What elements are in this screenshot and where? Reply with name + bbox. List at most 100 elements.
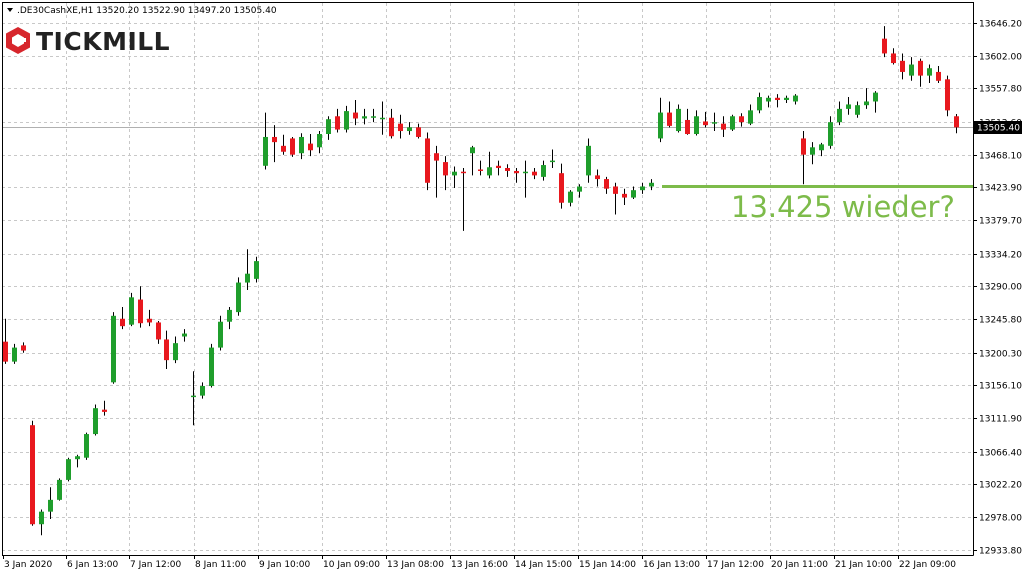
candle bbox=[505, 164, 510, 177]
candle-body-bearish bbox=[595, 175, 600, 180]
candle-body-bearish bbox=[335, 116, 340, 130]
candle-body-bullish bbox=[317, 134, 322, 148]
y-tick-label: 13022.20 bbox=[979, 481, 1022, 491]
candle-body-bullish bbox=[757, 97, 762, 111]
candle-body-bearish bbox=[281, 145, 286, 152]
candle-body-bullish bbox=[299, 136, 304, 154]
candle bbox=[577, 184, 582, 198]
candle-body-bullish bbox=[631, 190, 636, 198]
x-tick-label: 21 Jan 10:00 bbox=[835, 560, 892, 570]
candle-body-bullish bbox=[93, 408, 98, 435]
candle bbox=[487, 151, 492, 179]
candle-body-bullish bbox=[837, 108, 842, 123]
candle-body-bearish bbox=[604, 179, 609, 189]
candle bbox=[918, 58, 923, 87]
candle-body-bearish bbox=[156, 322, 161, 340]
y-tick-label: 13290.00 bbox=[979, 283, 1022, 293]
candle bbox=[730, 114, 735, 132]
candle-body-bearish bbox=[801, 138, 806, 155]
candle-body-bearish bbox=[3, 341, 8, 362]
candle bbox=[299, 133, 304, 160]
candle bbox=[182, 329, 187, 342]
x-tick-label: 6 Jan 13:00 bbox=[67, 560, 119, 570]
candle bbox=[434, 145, 439, 198]
candle-body-bullish bbox=[864, 101, 869, 106]
candle bbox=[676, 104, 681, 133]
tickmill-logo-icon bbox=[6, 27, 30, 54]
candle bbox=[532, 168, 537, 180]
chart-header: .DE30CashXE,H1 13520.20 13522.90 13497.2… bbox=[7, 6, 277, 16]
y-tick-label: 12933.80 bbox=[979, 547, 1022, 557]
candle bbox=[416, 123, 421, 139]
candle bbox=[927, 64, 932, 84]
candle bbox=[236, 277, 241, 316]
y-tick-label: 13200.30 bbox=[979, 350, 1022, 360]
candle bbox=[568, 190, 573, 207]
candle bbox=[622, 188, 627, 205]
candle bbox=[819, 142, 824, 157]
candle-body-bullish bbox=[586, 145, 591, 176]
candle bbox=[855, 101, 860, 118]
candle-body-bullish bbox=[75, 456, 80, 460]
y-tick-label: 13066.40 bbox=[979, 449, 1022, 459]
candle-body-bullish bbox=[129, 297, 134, 325]
candle-body-bullish bbox=[371, 116, 376, 118]
current-price-tag: 13505.40 bbox=[974, 121, 1022, 134]
candle-body-bearish bbox=[559, 173, 564, 203]
candle bbox=[147, 309, 152, 327]
candle-body-bearish bbox=[945, 79, 950, 111]
x-tick-label: 3 Jan 2020 bbox=[4, 560, 52, 570]
candle-body-bullish bbox=[649, 182, 654, 187]
candle bbox=[407, 122, 412, 135]
candle bbox=[757, 92, 762, 114]
y-tick-label: 13646.20 bbox=[979, 20, 1022, 30]
candle bbox=[353, 100, 358, 126]
x-tick-label: 22 Jan 09:00 bbox=[899, 560, 956, 570]
candle-body-bullish bbox=[694, 116, 699, 135]
candle bbox=[21, 342, 26, 353]
candle bbox=[891, 48, 896, 65]
candle bbox=[12, 343, 17, 364]
candle bbox=[784, 95, 789, 103]
candle bbox=[84, 432, 89, 460]
candle bbox=[873, 91, 878, 113]
candle bbox=[954, 114, 959, 134]
candle bbox=[541, 160, 546, 181]
candle-body-bearish bbox=[272, 136, 277, 143]
candle-body-bearish bbox=[353, 112, 358, 119]
candle bbox=[837, 101, 842, 126]
candle-body-bullish bbox=[39, 511, 44, 525]
candle-body-bullish bbox=[182, 333, 187, 337]
candle bbox=[461, 168, 466, 231]
candle-body-bearish bbox=[138, 299, 143, 324]
candle bbox=[173, 336, 178, 364]
candle bbox=[640, 182, 645, 194]
candle bbox=[254, 256, 259, 283]
candle bbox=[75, 454, 80, 468]
candle bbox=[703, 111, 708, 128]
candle bbox=[344, 105, 349, 133]
chart-menu-triangle-icon[interactable] bbox=[7, 8, 13, 12]
y-tick-label: 13156.10 bbox=[979, 382, 1022, 392]
candle bbox=[290, 136, 295, 157]
y-tick-label: 13379.70 bbox=[979, 217, 1022, 227]
candle-body-bearish bbox=[613, 186, 618, 194]
candle bbox=[120, 306, 125, 330]
candle-body-bullish bbox=[326, 119, 331, 135]
candle-body-bullish bbox=[568, 191, 573, 203]
candle bbox=[371, 108, 376, 123]
candle bbox=[739, 113, 744, 127]
candle bbox=[380, 101, 385, 135]
candle-body-bullish bbox=[200, 386, 205, 396]
candle-body-bearish bbox=[685, 119, 690, 135]
candle bbox=[846, 97, 851, 115]
candle-body-bearish bbox=[703, 121, 708, 126]
candle-body-bullish bbox=[855, 105, 860, 115]
candle bbox=[443, 156, 448, 191]
candle-body-bullish bbox=[730, 116, 735, 130]
candle-body-bullish bbox=[218, 321, 223, 348]
candle bbox=[398, 114, 403, 139]
candle bbox=[362, 108, 367, 125]
candle-body-bullish bbox=[407, 127, 412, 132]
